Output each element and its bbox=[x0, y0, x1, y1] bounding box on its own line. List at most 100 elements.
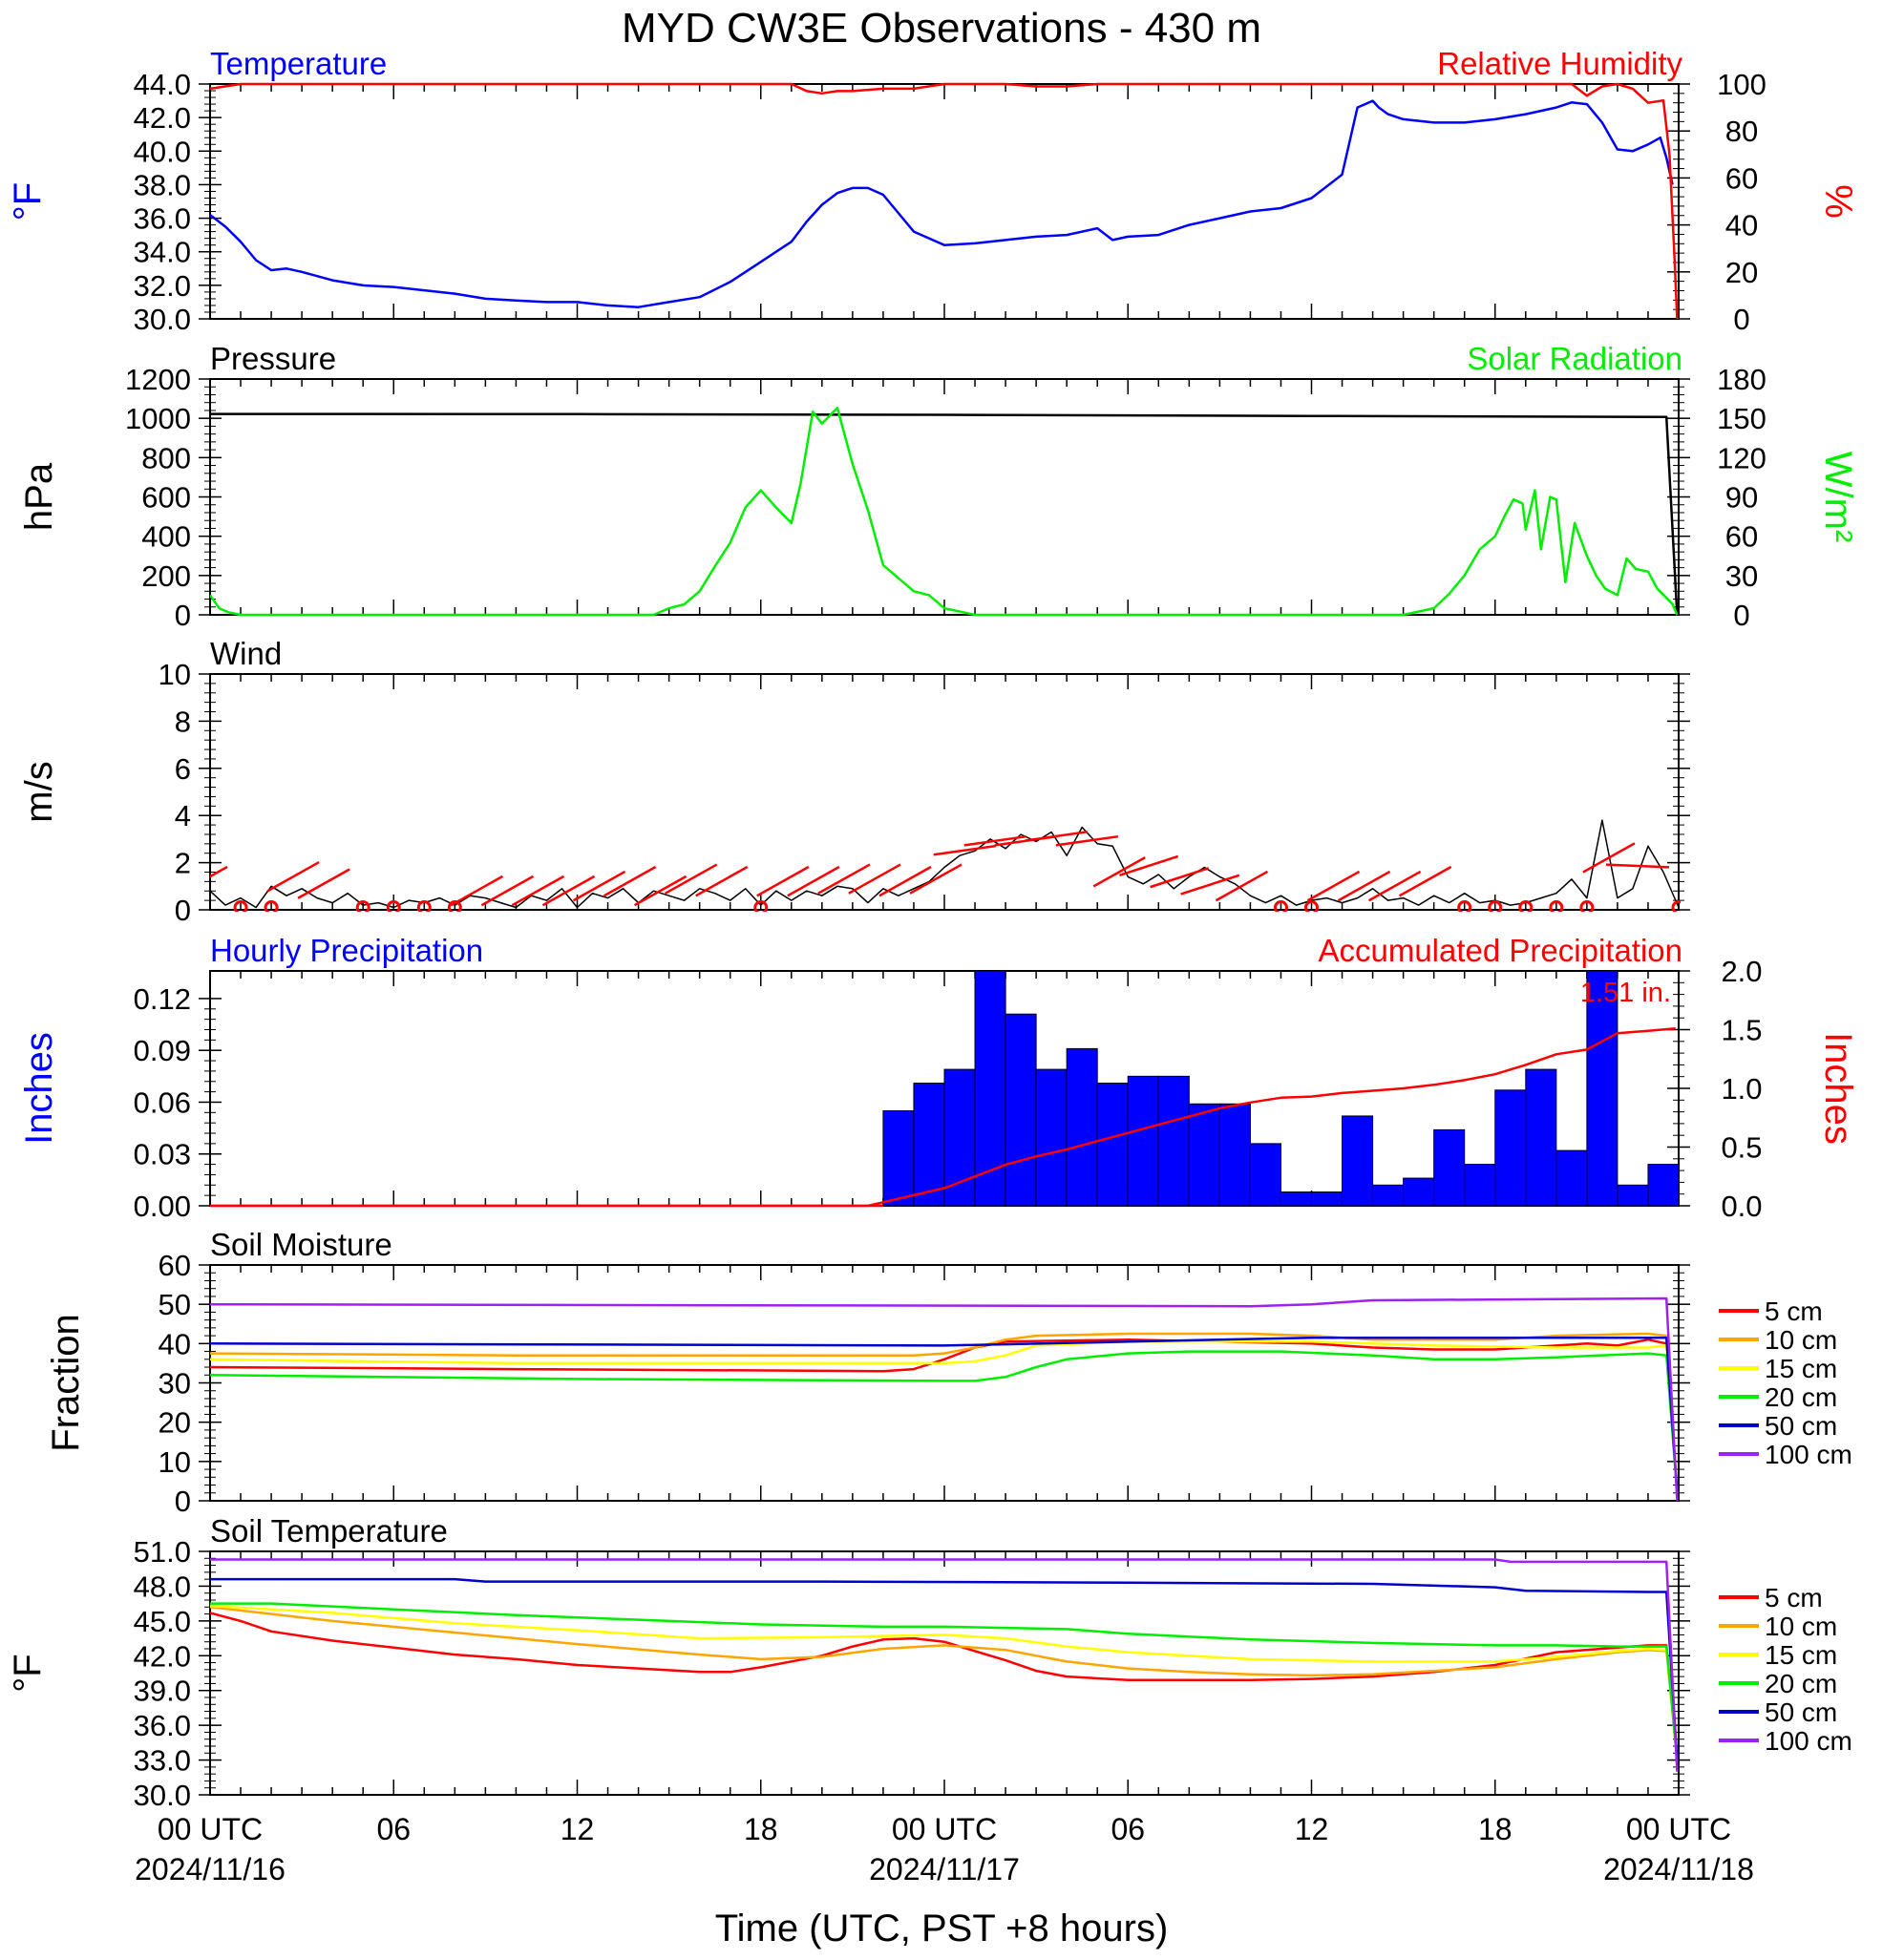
calm-marker bbox=[1273, 900, 1288, 912]
wind-barb bbox=[1092, 856, 1146, 888]
panel-title: Soil Moisture bbox=[210, 1227, 392, 1262]
legend-label: 50 cm bbox=[1765, 1697, 1837, 1727]
series-line bbox=[210, 1296, 1679, 1502]
y-right-tick-label: 0.0 bbox=[1721, 1190, 1762, 1223]
x-tick-label: 00 UTC bbox=[1626, 1812, 1731, 1846]
x-tick-label: 12 bbox=[1295, 1812, 1329, 1846]
y-tick-label: 60 bbox=[159, 1249, 191, 1282]
precip-bar bbox=[1280, 1191, 1313, 1207]
series-line bbox=[210, 412, 1679, 616]
wind-barb bbox=[450, 875, 504, 907]
y-tick-label: 0 bbox=[175, 894, 191, 927]
panel-title: Wind bbox=[210, 636, 282, 671]
legend-label: 5 cm bbox=[1765, 1583, 1823, 1612]
calm-marker bbox=[1549, 900, 1564, 912]
series-line bbox=[210, 1340, 1679, 1493]
series-line bbox=[210, 1602, 1679, 1760]
legend-label: 20 cm bbox=[1765, 1382, 1837, 1412]
wind-barb bbox=[963, 834, 1026, 847]
y-tick-label: 0 bbox=[175, 1485, 191, 1518]
x-tick-label: 12 bbox=[561, 1812, 595, 1846]
plot-frame bbox=[209, 1550, 1680, 1796]
precip-bar bbox=[1464, 1164, 1496, 1207]
legend-label: 10 cm bbox=[1765, 1325, 1837, 1355]
plot-area bbox=[210, 406, 1679, 617]
calm-marker bbox=[1488, 900, 1503, 912]
panel-title: Soil Temperature bbox=[210, 1513, 448, 1549]
panel-1: 0 200 400 600 800 1000 1200 0 30 60 90 120 150 180 Pre… bbox=[18, 341, 1859, 632]
x-tick-label: 00 UTC bbox=[892, 1812, 997, 1846]
wind-barb bbox=[572, 870, 626, 902]
y-tick-label: 36.0 bbox=[134, 1709, 191, 1742]
plot-frame bbox=[209, 83, 1680, 320]
y-axis-label: hPa bbox=[18, 462, 60, 531]
legend-label: 10 cm bbox=[1765, 1612, 1837, 1641]
y-tick-label: 30.0 bbox=[134, 303, 191, 336]
precip-bar bbox=[913, 1083, 945, 1207]
calm-marker bbox=[1579, 900, 1595, 912]
panel-3: 0.00 0.03 0.06 0.09 0.12 0.0 0.5 1.0 1.5 2.0 Hourl… bbox=[18, 933, 1859, 1223]
series-line bbox=[210, 1350, 1679, 1493]
legend-label: 100 cm bbox=[1765, 1726, 1852, 1756]
precip-bar bbox=[1035, 1068, 1068, 1207]
wind-barb bbox=[1025, 831, 1089, 842]
precip-bar bbox=[1096, 1083, 1129, 1207]
y-right-tick-label: 60 bbox=[1725, 161, 1758, 195]
x-tick-label: 18 bbox=[744, 1812, 778, 1846]
y-tick-label: 51.0 bbox=[134, 1535, 191, 1569]
x-tick-label: 18 bbox=[1478, 1812, 1513, 1846]
y-tick-label: 200 bbox=[141, 559, 191, 593]
wind-barb bbox=[297, 868, 350, 899]
wind-barb bbox=[848, 863, 901, 895]
y-tick-label: 400 bbox=[141, 520, 191, 554]
y-right-tick-label: 100 bbox=[1717, 68, 1767, 101]
y-tick-label: 0.09 bbox=[134, 1034, 191, 1067]
y-tick-label: 1000 bbox=[125, 402, 191, 435]
legend-label: 100 cm bbox=[1765, 1440, 1852, 1469]
wind-barb bbox=[756, 865, 810, 897]
calm-marker bbox=[386, 900, 401, 912]
y-right-tick-label: 80 bbox=[1725, 115, 1758, 148]
wind-barb bbox=[1215, 870, 1269, 902]
x-date-label: 2024/11/18 bbox=[1603, 1852, 1754, 1886]
y-axis-label: °F bbox=[7, 1654, 49, 1692]
accum-precip-line bbox=[210, 1027, 1676, 1208]
plot-area bbox=[210, 819, 1681, 912]
wind-barb bbox=[1119, 854, 1179, 876]
y-tick-label: 40 bbox=[159, 1327, 191, 1360]
wind-barb bbox=[909, 863, 963, 895]
wind-barb bbox=[1180, 874, 1240, 896]
calm-marker bbox=[416, 900, 432, 912]
panel-2: 0 2 4 6 8 10 Wind m/s bbox=[18, 636, 1690, 927]
y-tick-label: 2 bbox=[175, 847, 191, 880]
y-tick-label: 10 bbox=[159, 1445, 191, 1479]
panel-title-right: Solar Radiation bbox=[1467, 341, 1682, 376]
legend-label: 50 cm bbox=[1765, 1411, 1837, 1441]
series-line bbox=[210, 1558, 1679, 1772]
series-line bbox=[210, 1338, 1679, 1493]
wind-barb bbox=[1399, 865, 1452, 897]
y-tick-label: 45.0 bbox=[134, 1605, 191, 1638]
y-axis-label: Inches bbox=[18, 1032, 60, 1145]
x-tick-label: 00 UTC bbox=[158, 1812, 263, 1846]
x-date-label: 2024/11/16 bbox=[135, 1852, 286, 1886]
y-right-tick-label: 0.5 bbox=[1721, 1131, 1762, 1165]
series-line bbox=[210, 1336, 1679, 1493]
y-tick-label: 42.0 bbox=[134, 101, 191, 135]
y-tick-label: 6 bbox=[175, 752, 191, 786]
calm-marker bbox=[233, 900, 248, 912]
y-axis-label: °F bbox=[7, 182, 49, 221]
precip-bar bbox=[1188, 1103, 1220, 1207]
wind-barb bbox=[1337, 870, 1391, 902]
series-line bbox=[210, 1577, 1679, 1760]
precip-bar bbox=[1555, 1149, 1588, 1207]
y-axis-label: m/s bbox=[18, 761, 60, 822]
y-right-tick-label: 120 bbox=[1717, 441, 1767, 474]
y-right-tick-label: 1.0 bbox=[1721, 1072, 1762, 1106]
y-tick-label: 30 bbox=[159, 1367, 191, 1401]
panel-5: 30.033.036.039.042.045.048.051.0 Soil Tem… bbox=[7, 1513, 1852, 1812]
precip-bar bbox=[1342, 1115, 1374, 1207]
y-tick-label: 0.00 bbox=[134, 1190, 191, 1223]
